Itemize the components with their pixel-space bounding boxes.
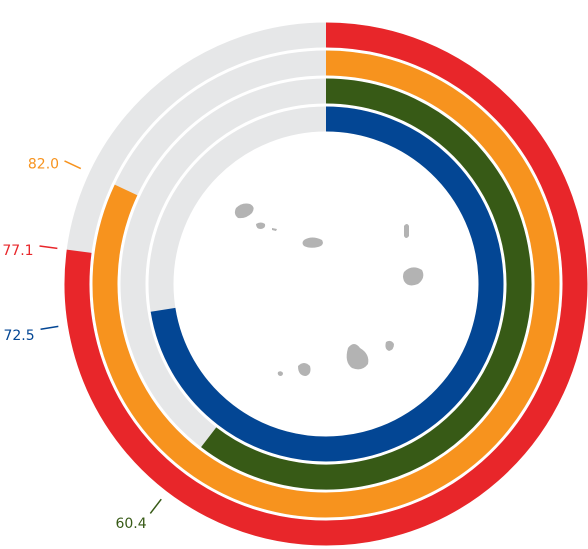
island [404,224,409,238]
islands-map [234,203,424,376]
ring-bar [201,78,532,490]
island [234,203,254,219]
label-leader [149,498,162,514]
value-label: 60.4 [115,516,146,532]
label-leader [39,245,58,250]
label-leader [40,325,59,330]
ring-bar [92,50,560,518]
island [346,344,369,370]
ring-bar [150,106,504,462]
value-label: 72.5 [3,328,34,344]
island [302,237,323,248]
island [298,363,311,376]
island [256,222,266,229]
label-leader [64,160,82,170]
value-label: 77.1 [2,243,33,259]
island [277,371,283,376]
island [403,267,424,286]
value-label: 82.0 [28,156,59,172]
island [385,340,394,351]
ring-bar [64,22,588,546]
island [272,228,277,231]
